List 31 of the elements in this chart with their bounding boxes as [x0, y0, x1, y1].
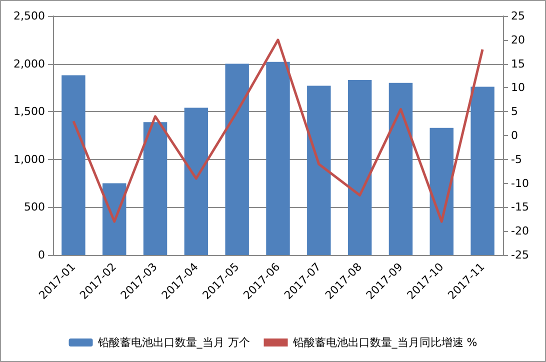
y2-tick-label: -20: [511, 224, 529, 238]
bar: [430, 128, 454, 255]
y-tick-label: 500: [24, 200, 45, 214]
y-tick-label: 2,000: [14, 57, 45, 70]
y2-tick-label: 25: [511, 10, 525, 22]
y2-tick-label: 15: [511, 57, 525, 70]
bar: [184, 108, 208, 255]
legend-label: 铅酸蓄电池出口数量_当月 万个: [96, 336, 250, 349]
y2-tick-label: 0: [511, 129, 518, 142]
y2-tick-label: 10: [511, 81, 525, 94]
bar: [388, 82, 413, 255]
y2-tick-label: 20: [511, 33, 525, 46]
y2-tick-label: -10: [511, 176, 529, 190]
bar: [102, 183, 126, 255]
line-series: [72, 38, 484, 223]
y-tick-label: 1,500: [14, 105, 45, 118]
bar: [470, 86, 494, 255]
bar: [307, 86, 331, 255]
bar: [143, 122, 168, 255]
bar: [348, 80, 372, 255]
y-tick-label: 0: [38, 248, 45, 262]
bar: [225, 64, 249, 255]
legend-label: 铅酸蓄电池出口数量_当月同比增速 %: [292, 336, 478, 349]
bar: [266, 62, 290, 255]
y2-tick-label: 5: [511, 105, 518, 118]
y2-tick-label: -25: [511, 248, 529, 262]
bar: [62, 75, 86, 255]
y2-tick-label: -5: [511, 152, 522, 166]
y2-tick-label: -15: [511, 200, 529, 214]
y-tick-label: 1,000: [14, 152, 45, 166]
y-tick-label: 2,500: [14, 10, 45, 22]
